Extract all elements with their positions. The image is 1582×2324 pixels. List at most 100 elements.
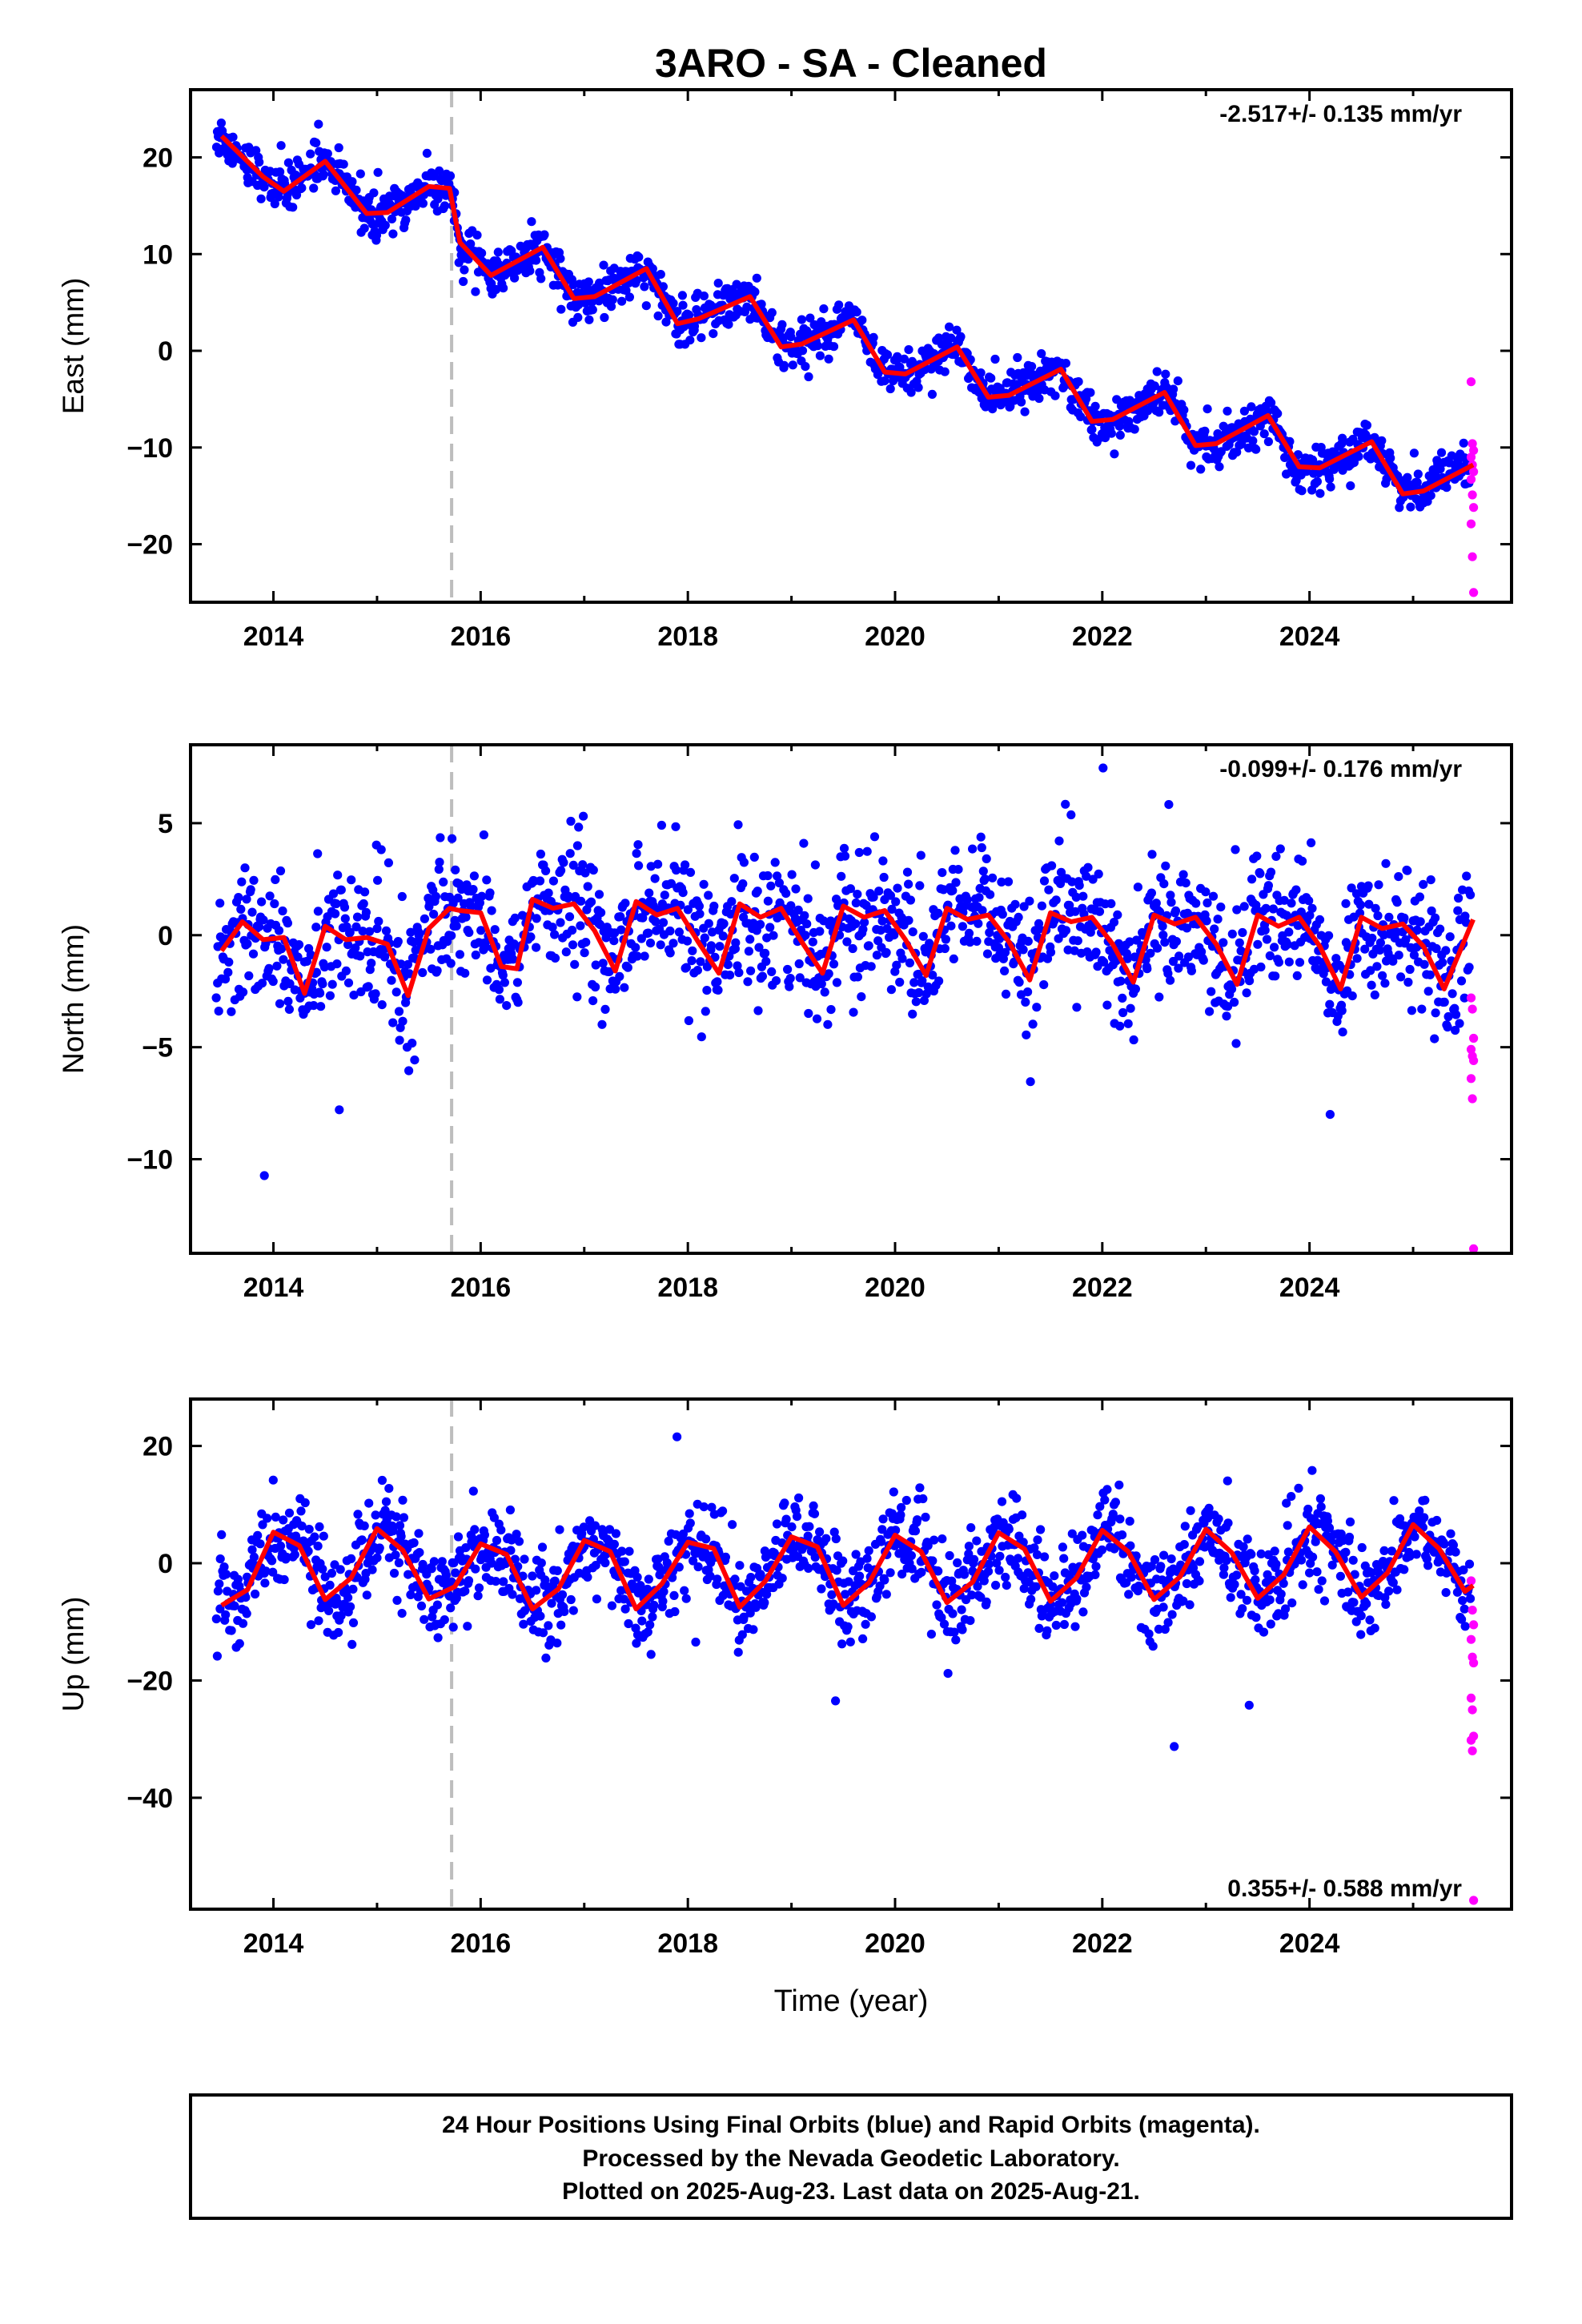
north-final-point	[787, 870, 797, 879]
up-final-point	[1031, 1582, 1041, 1591]
up-final-point	[1259, 1627, 1269, 1637]
north-plot-area	[211, 745, 1479, 1253]
north-final-point	[482, 875, 492, 885]
east-final-point	[297, 183, 307, 193]
up-final-point	[314, 1616, 323, 1626]
north-final-point	[1325, 1110, 1335, 1120]
east-final-point	[1203, 404, 1212, 414]
up-final-point	[1095, 1502, 1105, 1511]
north-final-point	[1399, 913, 1409, 923]
east-final-point	[1273, 408, 1283, 418]
up-final-point	[751, 1602, 761, 1612]
east-final-point	[653, 311, 663, 321]
up-final-point	[1312, 1567, 1322, 1577]
east-final-point	[373, 167, 383, 177]
north-final-point	[1238, 927, 1247, 938]
north-final-point	[1298, 856, 1307, 866]
up-x-tick-label: 2022	[1072, 1928, 1133, 1959]
north-final-point	[982, 854, 991, 863]
up-final-point	[1294, 1483, 1303, 1493]
up-final-point	[1411, 1550, 1421, 1559]
north-final-point	[853, 972, 862, 982]
north-final-point	[1274, 958, 1283, 967]
up-data-points	[211, 1399, 1479, 1909]
north-final-point	[240, 863, 250, 873]
up-final-point	[701, 1534, 711, 1544]
north-final-point	[583, 882, 592, 891]
up-final-point	[1324, 1523, 1335, 1533]
north-final-point	[471, 950, 480, 960]
north-final-point	[284, 1004, 294, 1014]
east-final-point	[1354, 452, 1363, 461]
north-final-point	[1000, 947, 1010, 957]
north-final-point	[244, 971, 254, 981]
north-final-point	[1293, 921, 1303, 931]
up-final-point	[646, 1650, 656, 1659]
north-final-point	[769, 931, 778, 940]
north-final-point	[236, 904, 246, 914]
up-final-point	[1002, 1581, 1011, 1590]
north-final-point	[980, 875, 990, 884]
up-final-point	[1282, 1498, 1291, 1508]
north-final-point	[264, 963, 274, 973]
up-final-point	[1100, 1495, 1110, 1505]
up-final-point	[915, 1483, 925, 1493]
east-final-point	[1377, 436, 1387, 445]
east-final-point	[634, 252, 644, 262]
up-final-point	[297, 1522, 307, 1531]
east-rapid-point	[1469, 503, 1479, 513]
east-final-point	[1243, 443, 1254, 453]
up-final-point	[396, 1531, 406, 1542]
north-x-tick-label: 2020	[865, 1273, 926, 1303]
north-final-point	[1115, 1021, 1125, 1031]
north-final-point	[1178, 870, 1188, 879]
north-final-point	[403, 959, 412, 969]
north-final-point	[681, 860, 690, 870]
north-final-point	[526, 932, 536, 942]
north-final-point	[879, 872, 889, 883]
north-final-point	[513, 998, 523, 1007]
up-final-point	[730, 1574, 740, 1584]
east-final-point	[493, 247, 503, 257]
north-final-point	[905, 895, 915, 905]
north-final-point	[795, 973, 805, 983]
north-final-point	[869, 832, 880, 842]
east-final-point	[314, 119, 323, 129]
up-final-point	[1067, 1529, 1077, 1538]
north-final-point	[1163, 969, 1173, 979]
north-final-point	[1431, 913, 1440, 923]
north-final-point	[1073, 936, 1082, 946]
up-final-point	[471, 1564, 480, 1574]
north-final-point	[948, 886, 958, 895]
north-final-point	[1324, 931, 1334, 940]
up-final-point	[1250, 1566, 1259, 1576]
east-final-point	[669, 299, 678, 308]
up-final-point	[1446, 1529, 1456, 1538]
up-final-point	[1419, 1513, 1429, 1522]
north-final-point	[600, 1004, 610, 1014]
up-final-point	[861, 1619, 870, 1629]
east-final-point	[600, 312, 609, 323]
north-final-point	[1412, 925, 1422, 935]
north-final-point	[1242, 988, 1251, 998]
north-final-point	[685, 867, 696, 877]
north-final-point	[810, 860, 820, 870]
east-final-point	[599, 260, 608, 270]
north-rapid-point	[1469, 1244, 1479, 1253]
north-final-point	[693, 966, 703, 975]
north-final-point	[351, 922, 361, 931]
up-final-point	[1370, 1623, 1379, 1633]
north-final-point	[1462, 871, 1472, 881]
north-final-point	[270, 899, 279, 909]
up-final-point	[645, 1620, 655, 1630]
up-final-point	[611, 1529, 621, 1538]
up-final-point	[579, 1522, 588, 1532]
up-final-point	[994, 1566, 1004, 1575]
up-final-point	[959, 1570, 970, 1579]
up-final-point	[1182, 1578, 1191, 1589]
east-final-point	[459, 276, 468, 287]
east-final-point	[899, 354, 909, 364]
up-final-point	[705, 1571, 715, 1581]
up-rapid-point	[1469, 1658, 1479, 1668]
up-final-point	[1283, 1521, 1292, 1530]
